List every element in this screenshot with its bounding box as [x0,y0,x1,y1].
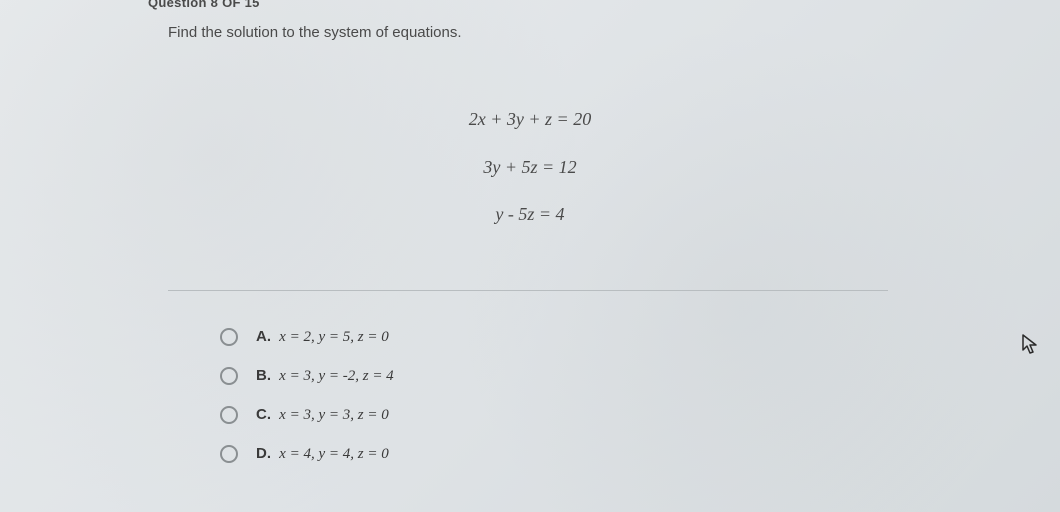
answer-letter-d: D. [256,445,271,462]
answer-option-d[interactable]: D. x = 4, y = 4, z = 0 [220,445,394,463]
equation-1: 2x + 3y + z = 20 [0,100,1060,140]
answer-text-c: x = 3, y = 3, z = 0 [279,407,389,423]
answer-option-c[interactable]: C. x = 3, y = 3, z = 0 [220,406,394,424]
answer-text-d: x = 4, y = 4, z = 0 [279,446,389,462]
question-prompt: Find the solution to the system of equat… [168,24,462,41]
answer-letter-a: A. [256,328,271,345]
answer-label-a: A. x = 2, y = 5, z = 0 [256,328,389,346]
radio-d[interactable] [220,445,238,463]
question-counter: Question 8 OF 15 [148,0,260,10]
answers-list: A. x = 2, y = 5, z = 0 B. x = 3, y = -2,… [220,328,394,484]
equation-2: 3y + 5z = 12 [0,148,1060,188]
answer-label-c: C. x = 3, y = 3, z = 0 [256,406,389,424]
radio-a[interactable] [220,328,238,346]
section-divider [168,290,888,291]
background-noise [0,0,1060,512]
answer-option-b[interactable]: B. x = 3, y = -2, z = 4 [220,367,394,385]
answer-option-a[interactable]: A. x = 2, y = 5, z = 0 [220,328,394,346]
answer-label-d: D. x = 4, y = 4, z = 0 [256,445,389,463]
answer-text-b: x = 3, y = -2, z = 4 [279,368,394,384]
equations-block: 2x + 3y + z = 20 3y + 5z = 12 y - 5z = 4 [0,100,1060,243]
radio-b[interactable] [220,367,238,385]
answer-letter-c: C. [256,406,271,423]
answer-letter-b: B. [256,367,271,384]
answer-text-a: x = 2, y = 5, z = 0 [279,329,389,345]
answer-label-b: B. x = 3, y = -2, z = 4 [256,367,394,385]
cursor-icon [1022,334,1038,362]
equation-3: y - 5z = 4 [0,195,1060,235]
radio-c[interactable] [220,406,238,424]
